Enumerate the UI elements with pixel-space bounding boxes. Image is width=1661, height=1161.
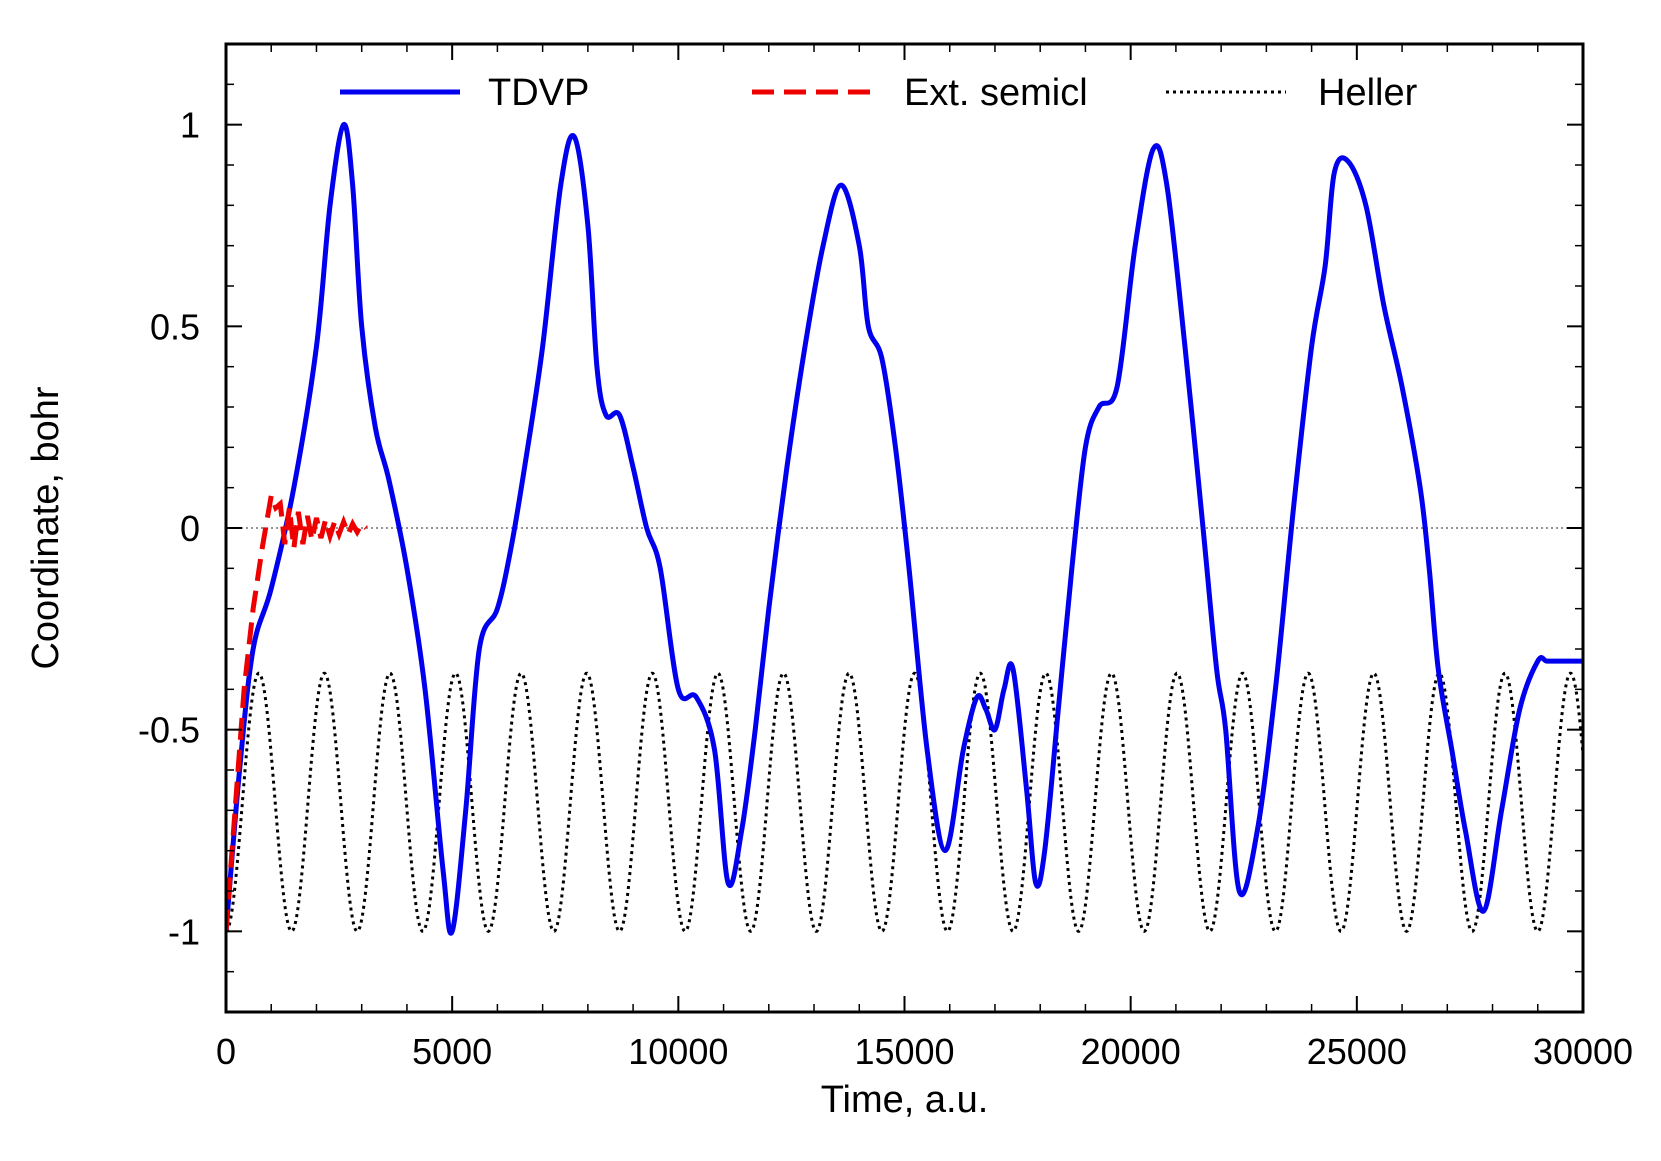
y-tick-labels: -1 -0.5 0 0.5 1 xyxy=(138,105,200,953)
x-tick-label: 20000 xyxy=(1081,1031,1181,1072)
y-tick-label: 1 xyxy=(180,105,200,146)
legend-label-ext-semicl: Ext. semicl xyxy=(904,72,1088,114)
x-tick-label: 10000 xyxy=(628,1031,728,1072)
series-line-ext-semicl xyxy=(226,486,368,932)
x-axis-label: Time, a.u. xyxy=(821,1079,989,1121)
x-tick-label: 30000 xyxy=(1533,1031,1633,1072)
y-tick-label: -1 xyxy=(168,911,200,952)
series-line-tdvp xyxy=(226,122,1583,936)
y-tick-label: 0.5 xyxy=(150,306,200,347)
y-axis-label: Coordinate, bohr xyxy=(25,386,67,669)
legend: TDVP Ext. semicl Heller xyxy=(340,72,1418,114)
legend-item-ext-semicl: Ext. semicl xyxy=(752,72,1088,114)
tick-layer xyxy=(225,43,1584,1013)
y-tick-label: -0.5 xyxy=(138,710,200,751)
x-tick-label: 5000 xyxy=(412,1031,492,1072)
x-tick-label: 25000 xyxy=(1307,1031,1407,1072)
series-line-heller xyxy=(226,671,1583,934)
x-tick-label: 0 xyxy=(216,1031,236,1072)
legend-item-tdvp: TDVP xyxy=(340,72,589,114)
y-tick-label: 0 xyxy=(180,508,200,549)
x-tick-labels: 0 5000 10000 15000 20000 25000 30000 xyxy=(216,1031,1633,1072)
legend-item-heller: Heller xyxy=(1166,72,1418,114)
legend-label-heller: Heller xyxy=(1318,72,1418,114)
x-tick-label: 15000 xyxy=(854,1031,954,1072)
series-layer xyxy=(226,122,1583,936)
legend-label-tdvp: TDVP xyxy=(488,72,589,114)
